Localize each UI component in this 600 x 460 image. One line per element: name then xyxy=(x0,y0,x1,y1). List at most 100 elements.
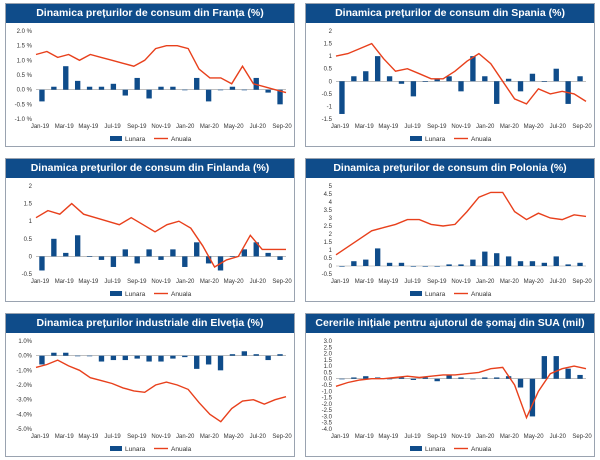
bar xyxy=(398,377,405,379)
bar xyxy=(386,378,393,380)
x-tick-label: Mar-19 xyxy=(355,434,375,440)
bar xyxy=(182,89,188,91)
x-tick-label: May-20 xyxy=(224,124,245,130)
legend-label: Lunara xyxy=(125,136,146,143)
bar xyxy=(277,89,283,105)
chart-panel-finland: Dinamica prețurilor de consum din Finlan… xyxy=(5,158,295,302)
bar xyxy=(458,264,464,266)
x-tick-label: Jul-20 xyxy=(550,124,567,130)
x-tick-label: Jul-19 xyxy=(404,434,421,440)
bar xyxy=(565,264,571,266)
x-tick-label: Sep-20 xyxy=(572,279,592,285)
y-tick-label: -1.5 xyxy=(322,117,333,123)
x-tick-label: Mar-19 xyxy=(355,279,375,285)
x-tick-label: Sep-20 xyxy=(572,124,592,130)
x-tick-label: May-20 xyxy=(524,434,545,440)
series-line xyxy=(335,42,587,105)
y-tick-label: 2 xyxy=(29,184,33,190)
bar xyxy=(541,81,548,82)
bar xyxy=(577,262,583,266)
bar xyxy=(410,81,417,97)
bar xyxy=(170,86,176,90)
bar xyxy=(446,374,452,379)
bar xyxy=(110,256,117,267)
bar xyxy=(51,352,57,356)
legend-label: Anuala xyxy=(171,136,192,143)
x-tick-label: Mar-19 xyxy=(55,434,75,440)
x-tick-label: Sep-20 xyxy=(272,279,292,285)
legend-label: Anuala xyxy=(471,446,492,453)
bar xyxy=(63,252,69,257)
y-tick-label: -0.5 xyxy=(322,92,333,98)
bar xyxy=(74,355,81,357)
series-line xyxy=(335,191,587,256)
bar xyxy=(422,266,428,267)
x-tick-label: Sep-20 xyxy=(272,124,292,130)
bar xyxy=(86,256,93,257)
bar xyxy=(434,378,440,382)
x-tick-label: Sep-20 xyxy=(572,434,592,440)
x-tick-label: Jul-19 xyxy=(104,434,121,440)
bar xyxy=(122,89,128,96)
y-tick-label: 1.5 xyxy=(324,358,333,364)
y-tick-label: 0.0 % xyxy=(17,88,33,94)
bar xyxy=(422,377,428,379)
chart-svg: 2.0 %1.5 %1.0 %0.5 %0.0 %-0.5 %-1.0 %Jan… xyxy=(15,29,293,143)
y-tick-label: -4.0% xyxy=(16,412,32,418)
bar xyxy=(110,355,117,361)
bar xyxy=(446,264,452,266)
y-tick-label: 4.5 xyxy=(324,192,333,198)
x-tick-label: Sep-19 xyxy=(127,434,147,440)
bar xyxy=(134,355,140,359)
x-tick-label: Jan-20 xyxy=(476,124,495,130)
chart-panel-switzerland: Dinamica prețurilor industriale din Elve… xyxy=(5,313,295,457)
x-tick-label: Nov-19 xyxy=(151,124,171,130)
y-tick-label: -3.0 xyxy=(322,414,333,420)
x-tick-label: Jul-19 xyxy=(104,279,121,285)
x-tick-label: Mar-19 xyxy=(55,279,75,285)
y-tick-label: 0 xyxy=(329,79,333,85)
bar xyxy=(565,368,571,379)
bar xyxy=(217,89,224,91)
y-tick-label: -3.0% xyxy=(16,398,32,404)
x-tick-label: Mar-20 xyxy=(200,124,220,130)
chart-panel-poland: Dinamica prețurilor de consum din Poloni… xyxy=(305,158,595,302)
x-tick-label: Nov-19 xyxy=(451,434,471,440)
bar xyxy=(98,256,105,260)
legend-label: Lunara xyxy=(425,136,446,143)
x-tick-label: Jan-19 xyxy=(331,279,350,285)
x-tick-label: Jan-19 xyxy=(31,279,50,285)
x-tick-label: Jul-19 xyxy=(104,124,121,130)
y-tick-label: 2.0 % xyxy=(17,29,33,35)
y-tick-label: -1.0 xyxy=(322,389,333,395)
x-tick-label: Nov-19 xyxy=(151,279,171,285)
x-tick-label: May-19 xyxy=(78,124,99,130)
x-tick-label: Sep-19 xyxy=(127,279,147,285)
bar xyxy=(241,89,248,91)
x-tick-label: Jan-20 xyxy=(176,279,195,285)
bar xyxy=(205,89,212,102)
bar xyxy=(182,256,188,267)
series-line xyxy=(35,202,286,268)
y-tick-label: -1.0% xyxy=(16,368,32,374)
bar xyxy=(51,86,57,90)
y-tick-label: -1.0 % xyxy=(15,117,33,123)
x-tick-label: Sep-19 xyxy=(427,434,447,440)
bar xyxy=(374,56,381,82)
y-tick-label: 0.5 xyxy=(324,67,333,73)
chart-title: Dinamica prețurilor industriale din Elve… xyxy=(6,314,294,333)
bar xyxy=(39,89,45,102)
bar xyxy=(577,374,583,379)
y-tick-label: 2 xyxy=(329,232,333,238)
x-tick-label: Jan-20 xyxy=(176,434,195,440)
series-line xyxy=(35,45,287,94)
chart-title: Dinamica prețurilor de consum din Spania… xyxy=(306,4,594,23)
bar xyxy=(194,77,200,90)
y-tick-label: 0.0 xyxy=(324,377,333,383)
x-tick-label: Mar-20 xyxy=(500,434,520,440)
bar xyxy=(98,355,105,362)
chart-title: Cererile inițiale pentru ajutorul de șom… xyxy=(306,314,594,333)
bar xyxy=(386,262,393,266)
